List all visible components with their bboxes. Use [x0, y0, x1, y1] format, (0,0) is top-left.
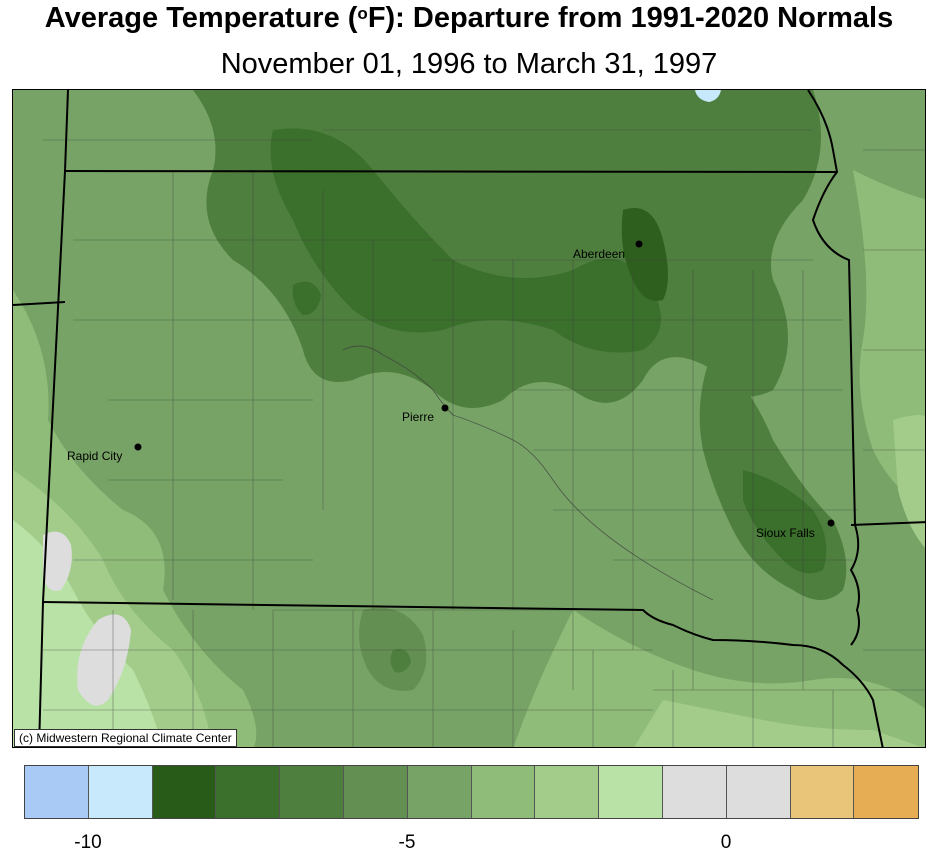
svg-text:Rapid City: Rapid City [67, 449, 122, 463]
temperature-departure-map: Aberdeen Pierre Rapid City Sioux Falls [12, 89, 926, 748]
city-aberdeen: Aberdeen [573, 240, 643, 261]
contour-gray-2 [77, 614, 131, 706]
legend-color-box [25, 766, 89, 818]
contour-far-east-light [893, 415, 925, 548]
legend-color-box [88, 766, 153, 818]
contour-south-dark [359, 607, 427, 691]
legend-color-box [535, 766, 600, 818]
contour-southeast-lighter [634, 700, 922, 747]
legend-color-box [152, 766, 217, 818]
legend-color-box [280, 766, 344, 818]
contour-darker-east [743, 470, 827, 574]
legend-color-box [343, 766, 408, 818]
legend-tick-label: -5 [398, 832, 416, 853]
contour-southeast-light [513, 610, 925, 747]
missouri-river [342, 345, 714, 601]
contour-gray-1 [43, 531, 72, 591]
city-pierre: Pierre [402, 404, 449, 424]
city-rapid-city: Rapid City [67, 443, 142, 463]
svg-text:Pierre: Pierre [402, 410, 434, 424]
lake-patch [695, 90, 721, 102]
map-subtitle: November 01, 1996 to March 31, 1997 [220, 48, 718, 80]
contour-south-darker [390, 648, 411, 673]
legend-color-box [790, 766, 855, 818]
map-title: Average Temperature (oF): Departure from… [44, 2, 894, 34]
state-boundaries [13, 90, 925, 747]
legend-color-box [726, 766, 791, 818]
credit-label: (c) Midwestern Regional Climate Center [14, 729, 237, 747]
legend-tick-label: -10 [74, 832, 102, 853]
county-boundaries [43, 129, 925, 747]
legend-color-box [471, 766, 536, 818]
contour-darkest-aberdeen [621, 208, 668, 301]
legend-color-box [407, 766, 472, 818]
city-sioux-falls: Sioux Falls [756, 519, 835, 540]
svg-text:Sioux Falls: Sioux Falls [756, 526, 815, 540]
legend-color-box [662, 766, 727, 818]
color-legend [24, 765, 920, 819]
contour-darkest-west [292, 281, 321, 315]
legend-color-box [216, 766, 281, 818]
svg-text:Aberdeen: Aberdeen [573, 247, 625, 261]
legend-color-box [599, 766, 663, 818]
legend-tick-label: 0 [720, 832, 732, 853]
legend-color-box [854, 766, 919, 818]
contour-darker-north [270, 128, 661, 353]
